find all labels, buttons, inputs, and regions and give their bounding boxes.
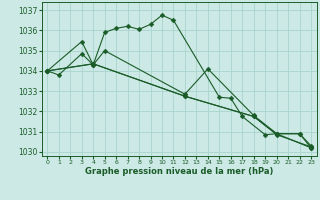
X-axis label: Graphe pression niveau de la mer (hPa): Graphe pression niveau de la mer (hPa) [85,167,273,176]
